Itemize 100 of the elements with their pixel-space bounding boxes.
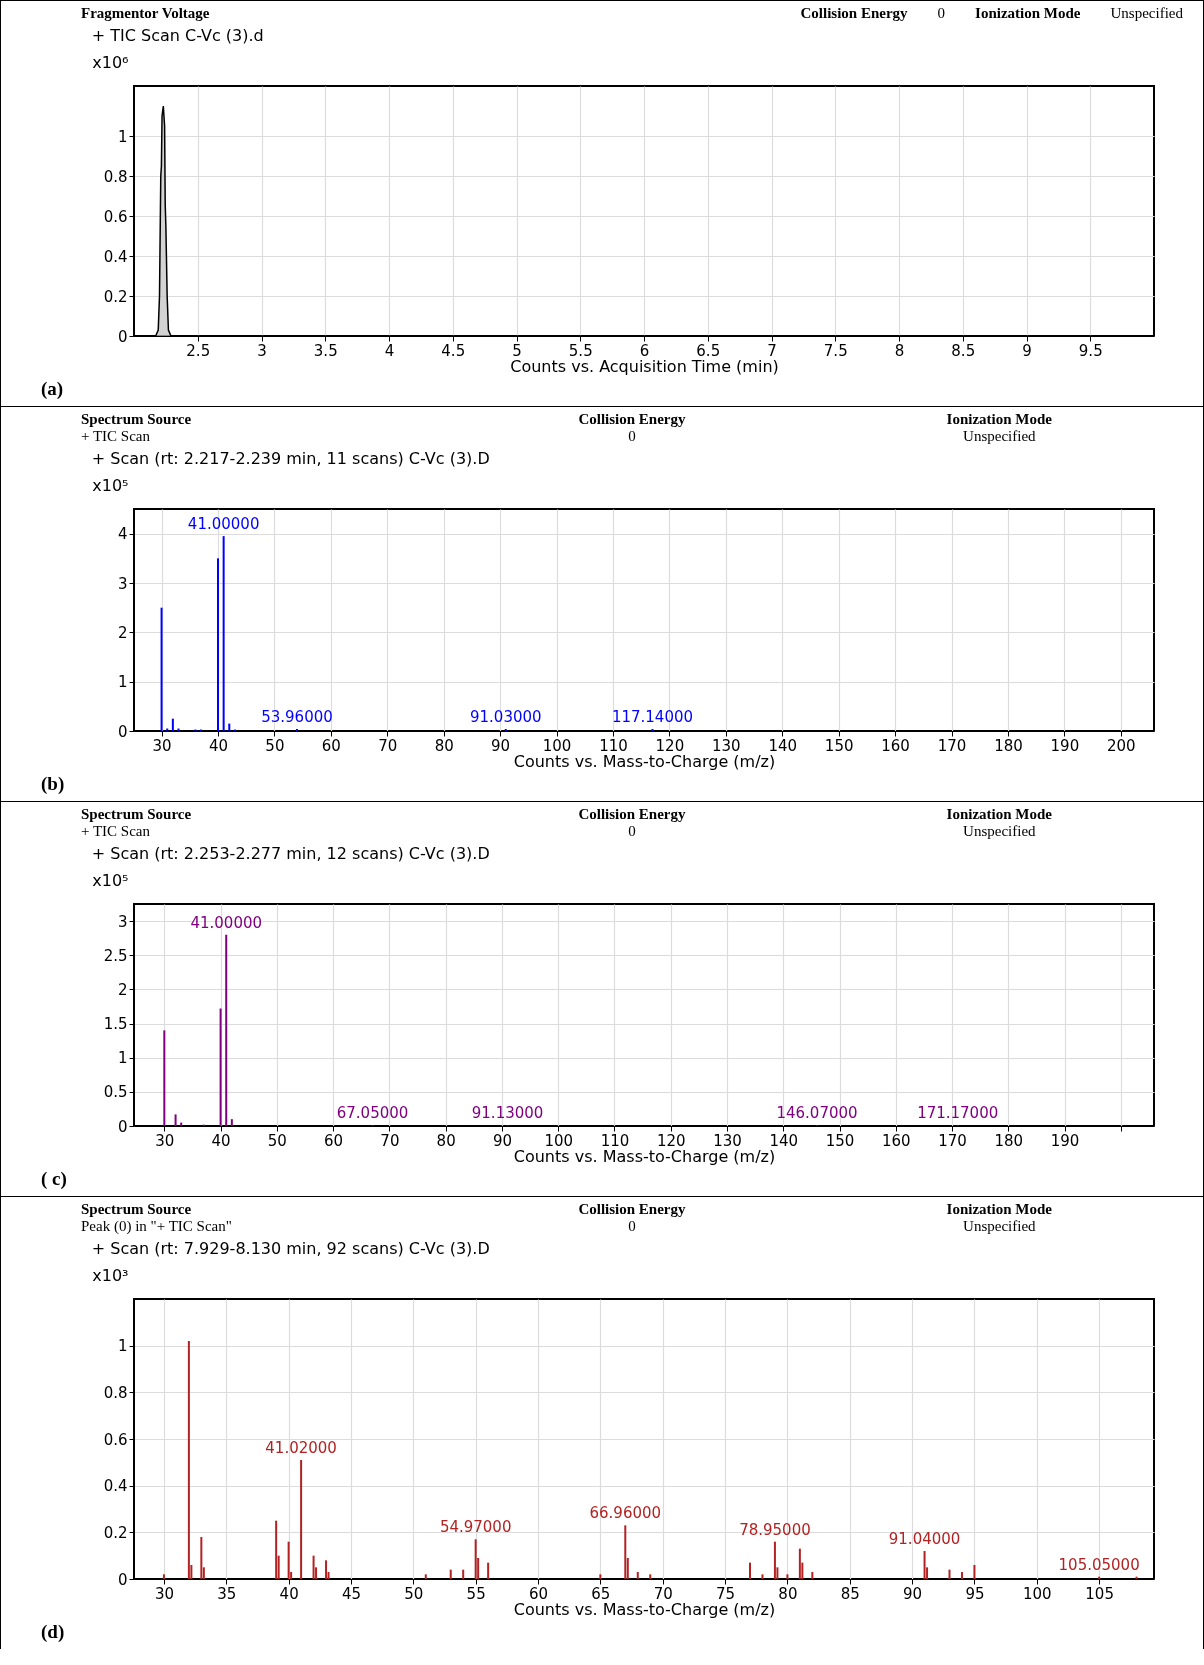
x-tick-label: 9 xyxy=(1022,341,1032,360)
bar xyxy=(948,1569,951,1579)
x-tick-label: 40 xyxy=(211,1131,231,1150)
y-tick-label: 1.5 xyxy=(103,1015,128,1034)
annotation: 67.05000 xyxy=(336,1104,409,1123)
x-tick-label: 180 xyxy=(994,736,1023,755)
x-tick-label: 45 xyxy=(341,1584,362,1603)
chart-title: + Scan (rt: 2.217-2.239 min, 11 scans) C-Vc (3).D xyxy=(91,449,490,468)
x-tick-label: 190 xyxy=(1050,736,1080,755)
y-tick-label: 0.2 xyxy=(103,287,128,306)
x-tick-label: 180 xyxy=(994,1131,1024,1150)
bar xyxy=(222,536,225,731)
bar xyxy=(449,1569,452,1579)
x-tick-label: 95 xyxy=(965,1584,985,1603)
text: Ionization Mode xyxy=(975,5,1081,22)
y-tick-label: 1 xyxy=(117,673,128,692)
text: (a) xyxy=(40,378,65,401)
x-tick-label: 60 xyxy=(321,736,341,755)
text: Spectrum Source xyxy=(81,1201,193,1218)
text: 0 xyxy=(627,428,637,445)
text: Unspecified xyxy=(962,823,1037,840)
y-tick-label: 4 xyxy=(117,525,128,544)
x-tick-label: 30 xyxy=(155,1131,175,1150)
bar xyxy=(225,934,228,1126)
bar xyxy=(200,1537,203,1579)
text: Peak (0) in "+ TIC Scan" xyxy=(81,1218,233,1235)
x-tick-label: 8.5 xyxy=(951,341,976,360)
x-tick-label: 60 xyxy=(324,1131,344,1150)
bar xyxy=(599,1574,602,1579)
bar xyxy=(636,1572,639,1579)
x-tick-label: 30 xyxy=(154,1584,174,1603)
x-tick-label: 7.5 xyxy=(823,341,848,360)
x-tick-label: 35 xyxy=(217,1584,237,1603)
y-tick-label: 0.2 xyxy=(103,1523,128,1542)
bar xyxy=(923,1551,926,1579)
bar xyxy=(287,1541,290,1579)
x-tick-label: 30 xyxy=(152,736,172,755)
bar xyxy=(474,1539,477,1579)
y-tick-label: 0.4 xyxy=(103,1477,128,1496)
annotation: 171.17000 xyxy=(917,1104,999,1123)
bar xyxy=(748,1562,751,1579)
text: Unspecified xyxy=(962,428,1037,445)
text: Spectrum Source xyxy=(81,806,193,823)
text: Ionization Mode xyxy=(945,411,1054,428)
y-tick-label: 3 xyxy=(117,574,128,593)
annotation: 91.04000 xyxy=(888,1530,961,1548)
y-tick-label: 1 xyxy=(117,1049,128,1068)
bar xyxy=(171,718,174,731)
bar xyxy=(219,1008,222,1126)
bar xyxy=(228,723,231,731)
x-tick-label: 55 xyxy=(466,1584,486,1603)
y-tick-label: 1 xyxy=(117,1337,128,1356)
text: ( c) xyxy=(40,1168,68,1191)
text: Collision Energy xyxy=(577,1201,687,1218)
chart-title: + Scan (rt: 2.253-2.277 min, 12 scans) C-Vc (3).D xyxy=(91,844,490,863)
annotation: 91.03000 xyxy=(469,708,542,727)
y-axis-title: x10³ xyxy=(92,1265,129,1285)
text: Collision Energy xyxy=(577,411,687,428)
x-tick-label: 3.5 xyxy=(313,341,338,360)
x-tick-label: 90 xyxy=(903,1584,923,1603)
x-tick-label: 190 xyxy=(1050,1131,1080,1150)
annotation: 146.07000 xyxy=(776,1104,858,1123)
annotation: 117.14000 xyxy=(611,708,694,727)
bar xyxy=(174,1114,177,1126)
bar xyxy=(162,1574,165,1579)
bar xyxy=(462,1569,465,1579)
x-tick-label: 150 xyxy=(824,736,854,755)
x-tick-label: 100 xyxy=(1022,1584,1052,1603)
x-tick-label: 170 xyxy=(938,1131,967,1150)
y-tick-label: 0.6 xyxy=(103,1430,128,1449)
y-tick-label: 0 xyxy=(117,1570,128,1589)
text: (b) xyxy=(40,773,66,796)
y-tick-label: 0 xyxy=(117,1117,128,1136)
x-tick-label: 80 xyxy=(778,1584,798,1603)
bar xyxy=(312,1555,315,1579)
x-tick-label: 70 xyxy=(378,736,398,755)
text: Fragmentor Voltage xyxy=(81,5,211,22)
y-tick-label: 1 xyxy=(117,127,128,146)
x-tick-label: 4 xyxy=(384,341,395,360)
annotation: 91.13000 xyxy=(471,1104,544,1123)
x-tick-label: 4.5 xyxy=(441,341,466,360)
x-tick-label: 80 xyxy=(434,736,454,755)
y-axis-title: x10⁵ xyxy=(92,475,129,495)
x-tick-label: 90 xyxy=(492,1131,512,1150)
text: + TIC Scan xyxy=(81,428,151,445)
bar xyxy=(300,1460,303,1579)
x-tick-label: 3 xyxy=(257,341,267,360)
x-tick-label: 105 xyxy=(1085,1584,1114,1603)
bar xyxy=(649,1574,652,1579)
text: Ionization Mode xyxy=(945,806,1054,823)
x-tick-label: 200 xyxy=(1106,736,1136,755)
bar xyxy=(786,1574,789,1579)
text: 0 xyxy=(627,823,637,840)
y-tick-label: 0.4 xyxy=(103,247,128,266)
annotation: 66.96000 xyxy=(589,1504,662,1523)
chart-title: + TIC Scan C-Vc (3).d xyxy=(91,26,264,45)
x-tick-label: 150 xyxy=(825,1131,855,1150)
x-tick-label: 70 xyxy=(380,1131,400,1150)
bar xyxy=(163,1030,166,1126)
y-tick-label: 0 xyxy=(117,327,128,346)
